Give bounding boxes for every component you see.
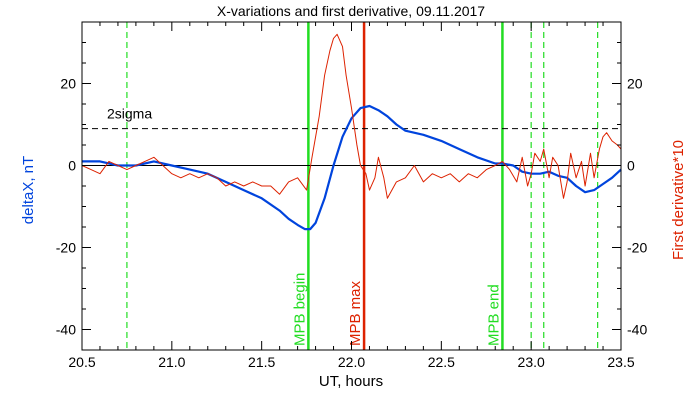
vertical-markers	[126, 22, 599, 350]
y-tick-label-left-1: -20	[56, 240, 76, 256]
y-tick-label-right-0: -40	[627, 322, 647, 338]
x-tick-label-2: 21.5	[248, 354, 275, 370]
y-tick-label-right-3: 20	[627, 76, 643, 92]
x-tick-label-6: 23.5	[607, 354, 634, 370]
x-tick-label-0: 20.5	[68, 354, 95, 370]
marker-labels: MPB begin MPB max MPB end	[291, 273, 502, 346]
y-tick-label-left-3: 20	[60, 76, 76, 92]
series-line-derivative	[81, 33, 622, 199]
vline-label-0: MPB begin	[291, 273, 308, 346]
threshold-label: 2sigma	[107, 106, 152, 122]
vline-label-2: MPB end	[485, 284, 502, 346]
y-tick-label-left-2: 0	[68, 158, 76, 174]
y-tick-label-right-1: -20	[627, 240, 647, 256]
x-tick-label-4: 22.5	[428, 354, 455, 370]
chart-title: X-variations and first derivative, 09.11…	[217, 3, 485, 19]
axis-ticks: 20.5 21.0 21.5 22.0 22.5 23.0 23.5 -40 -40 -20 -20…	[56, 21, 647, 370]
y-axis-title-left: deltaX, nT	[20, 156, 37, 224]
x-tick-label-3: 22.0	[338, 354, 365, 370]
y-tick-label-right-2: 0	[627, 158, 635, 174]
y-tick-label-left-0: -40	[56, 322, 76, 338]
x-axis-title: UT, hours	[319, 373, 383, 390]
x-tick-label-1: 21.0	[158, 354, 185, 370]
vline-label-1: MPB max	[347, 280, 364, 346]
series-layer	[81, 33, 622, 231]
x-tick-label-5: 23.0	[518, 354, 545, 370]
y-axis-title-right: First derivative*10	[670, 140, 687, 260]
